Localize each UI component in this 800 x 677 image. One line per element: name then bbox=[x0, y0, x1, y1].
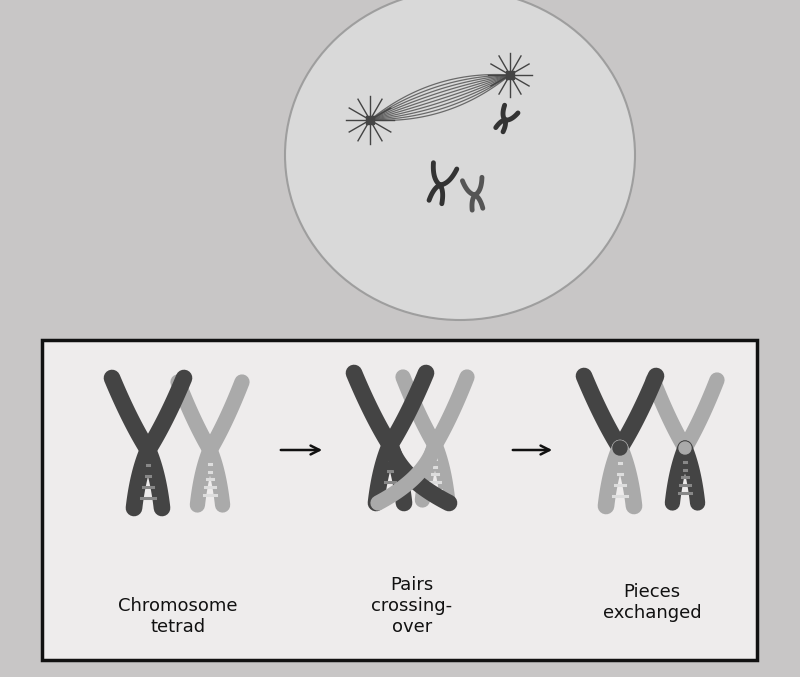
Text: Pieces
exchanged: Pieces exchanged bbox=[602, 583, 702, 622]
Circle shape bbox=[383, 438, 397, 452]
Circle shape bbox=[141, 443, 155, 457]
Bar bbox=[366, 116, 374, 124]
Circle shape bbox=[679, 442, 691, 454]
Circle shape bbox=[613, 441, 627, 455]
Text: Pairs
crossing-
over: Pairs crossing- over bbox=[371, 576, 453, 636]
Ellipse shape bbox=[285, 0, 635, 320]
Polygon shape bbox=[150, 285, 650, 340]
FancyBboxPatch shape bbox=[42, 340, 757, 660]
Bar bbox=[506, 71, 514, 79]
Circle shape bbox=[613, 441, 627, 455]
Circle shape bbox=[429, 439, 441, 451]
Circle shape bbox=[679, 442, 691, 454]
Circle shape bbox=[204, 444, 216, 456]
Text: Chromosome
tetrad: Chromosome tetrad bbox=[118, 597, 238, 636]
